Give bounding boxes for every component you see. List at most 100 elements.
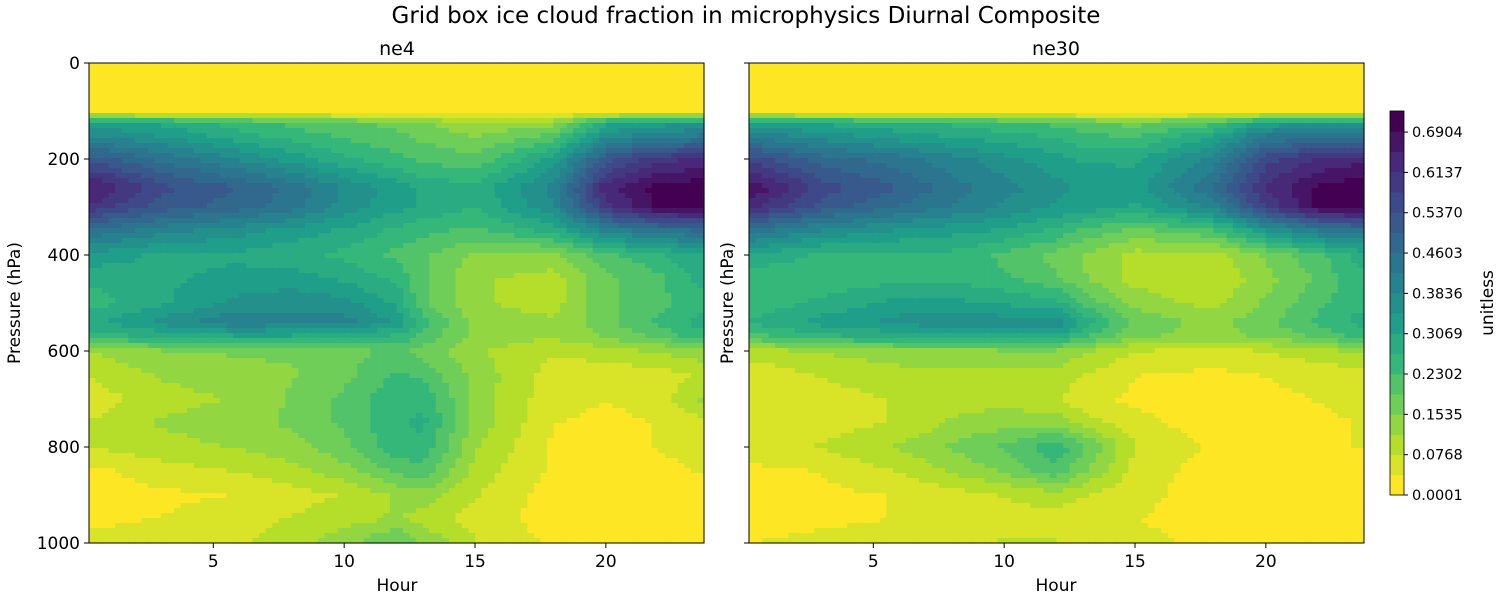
heatmap-cell <box>272 138 280 144</box>
heatmap-cell <box>370 268 378 274</box>
heatmap-cell <box>115 303 123 309</box>
heatmap-cell <box>664 83 672 89</box>
heatmap-cell <box>219 163 227 169</box>
heatmap-cell <box>684 203 692 209</box>
heatmap-cell <box>219 323 227 329</box>
heatmap-cell <box>272 168 280 174</box>
heatmap-cell <box>193 288 201 294</box>
heatmap-cell <box>586 323 594 329</box>
heatmap-cell <box>285 228 293 234</box>
heatmap-cell <box>239 233 247 239</box>
heatmap-cell <box>475 258 483 264</box>
heatmap-cell <box>298 293 306 299</box>
heatmap-cell <box>200 118 208 124</box>
heatmap-cell <box>501 163 509 169</box>
heatmap-cell <box>586 208 594 214</box>
heatmap-cell <box>494 103 502 109</box>
heatmap-cell <box>344 103 352 109</box>
heatmap-cell <box>461 98 470 104</box>
heatmap-cell <box>592 313 600 319</box>
heatmap-cell <box>128 113 136 119</box>
heatmap-cell <box>350 138 358 144</box>
heatmap-cell <box>89 318 97 324</box>
heatmap-cell <box>468 148 476 154</box>
heatmap-cell <box>160 133 169 139</box>
heatmap-cell <box>95 103 103 109</box>
heatmap-cell <box>363 143 371 149</box>
heatmap-cell <box>612 248 620 254</box>
heatmap-cell <box>357 113 365 119</box>
heatmap-cell <box>546 208 555 214</box>
heatmap-cell <box>520 308 528 314</box>
heatmap-cell <box>174 148 182 154</box>
heatmap-cell <box>160 218 169 224</box>
heatmap-cell <box>442 78 450 84</box>
heatmap-cell <box>141 308 149 314</box>
heatmap-cell <box>546 178 555 184</box>
heatmap-cell <box>592 263 600 269</box>
heatmap-cell <box>89 183 97 189</box>
heatmap-cell <box>435 108 443 114</box>
heatmap-cell <box>632 273 640 279</box>
heatmap-cell <box>507 218 515 224</box>
heatmap-cell <box>331 83 339 89</box>
heatmap-cell <box>599 88 607 94</box>
heatmap-cell <box>389 118 398 124</box>
heatmap-cell <box>344 123 352 129</box>
heatmap-cell <box>553 218 561 224</box>
heatmap-cell <box>520 158 528 164</box>
heatmap-cell <box>677 323 685 329</box>
heatmap-cell <box>389 98 398 104</box>
heatmap-cell <box>259 248 267 254</box>
heatmap-cell <box>298 93 306 99</box>
heatmap-cell <box>632 68 640 74</box>
heatmap-cell <box>520 298 528 304</box>
heatmap-cell <box>213 193 221 199</box>
heatmap-cell <box>435 288 443 294</box>
heatmap-cell <box>298 263 306 269</box>
heatmap-cell <box>226 203 234 209</box>
heatmap-cell <box>501 63 509 69</box>
heatmap-cell <box>128 173 136 179</box>
heatmap-cell <box>226 183 234 189</box>
heatmap-cell <box>592 268 600 274</box>
heatmap-cell <box>501 218 509 224</box>
heatmap-cell <box>311 228 319 234</box>
heatmap-cell <box>396 173 404 179</box>
heatmap-cell <box>658 98 666 104</box>
heatmap-cell <box>494 198 502 204</box>
heatmap-cell <box>102 193 110 199</box>
heatmap-cell <box>174 183 182 189</box>
heatmap-cell <box>671 213 679 219</box>
heatmap-cell <box>638 248 646 254</box>
heatmap-cell <box>272 323 280 329</box>
heatmap-cell <box>416 233 424 239</box>
heatmap-cell <box>651 258 659 264</box>
heatmap-cell <box>383 253 391 259</box>
heatmap-cell <box>134 218 142 224</box>
heatmap-cell <box>645 303 653 309</box>
heatmap-cell <box>219 88 227 94</box>
heatmap-cell <box>586 273 594 279</box>
heatmap-cell <box>566 128 574 134</box>
heatmap-cell <box>154 133 162 139</box>
heatmap-cell <box>174 258 182 264</box>
heatmap-cell <box>592 273 600 279</box>
heatmap-cell <box>239 183 247 189</box>
heatmap-cell <box>625 183 633 189</box>
heatmap-cell <box>488 298 496 304</box>
heatmap-cell <box>115 113 123 119</box>
heatmap-cell <box>638 128 646 134</box>
heatmap-cell <box>311 238 319 244</box>
heatmap-cell <box>461 158 470 164</box>
heatmap-cell <box>134 183 142 189</box>
heatmap-cell <box>239 63 247 69</box>
heatmap-cell <box>527 243 535 249</box>
heatmap-cell <box>219 308 227 314</box>
heatmap-cell <box>612 78 620 84</box>
heatmap-cell <box>239 103 247 109</box>
heatmap-cell <box>180 233 188 239</box>
heatmap-cell <box>331 183 339 189</box>
heatmap-cell <box>612 108 620 114</box>
heatmap-cell <box>298 158 306 164</box>
